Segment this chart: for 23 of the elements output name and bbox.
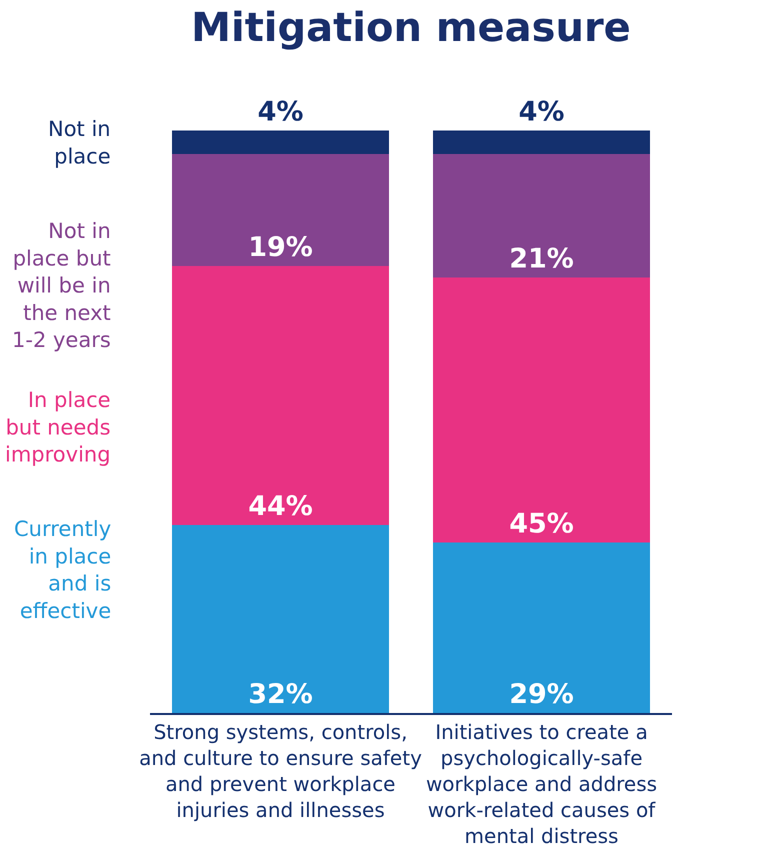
bar	[172, 524, 389, 713]
data-label: 21%	[509, 244, 574, 275]
bar	[433, 542, 650, 713]
x-tick-label: Initiatives to create a psychologically-safe workplace and address work-related causes of mental distress	[426, 720, 658, 848]
bar	[433, 154, 650, 278]
text: Not in place	[48, 117, 111, 168]
bar	[172, 154, 389, 266]
data-label: 45%	[509, 508, 574, 540]
text: Not in place but will be in the next 1-2 years	[12, 219, 111, 352]
x-tick-label: Strong systems, controls, and culture to ensure safety and prevent workplace injuries and illnesses	[139, 720, 422, 822]
data-label: 32%	[248, 679, 313, 710]
text: In place but needs improving	[5, 388, 111, 467]
data-label: 44%	[248, 490, 313, 522]
data-label: 4%	[258, 96, 304, 128]
bar	[172, 266, 389, 525]
bar	[433, 278, 650, 542]
text: Currently in place and is effective	[14, 517, 112, 623]
data-label: 29%	[509, 679, 574, 710]
data-label: 4%	[518, 96, 564, 128]
bar	[172, 130, 389, 154]
chart-title: Mitigation measure	[191, 4, 631, 51]
bar	[433, 130, 650, 154]
data-label: 19%	[248, 232, 313, 263]
